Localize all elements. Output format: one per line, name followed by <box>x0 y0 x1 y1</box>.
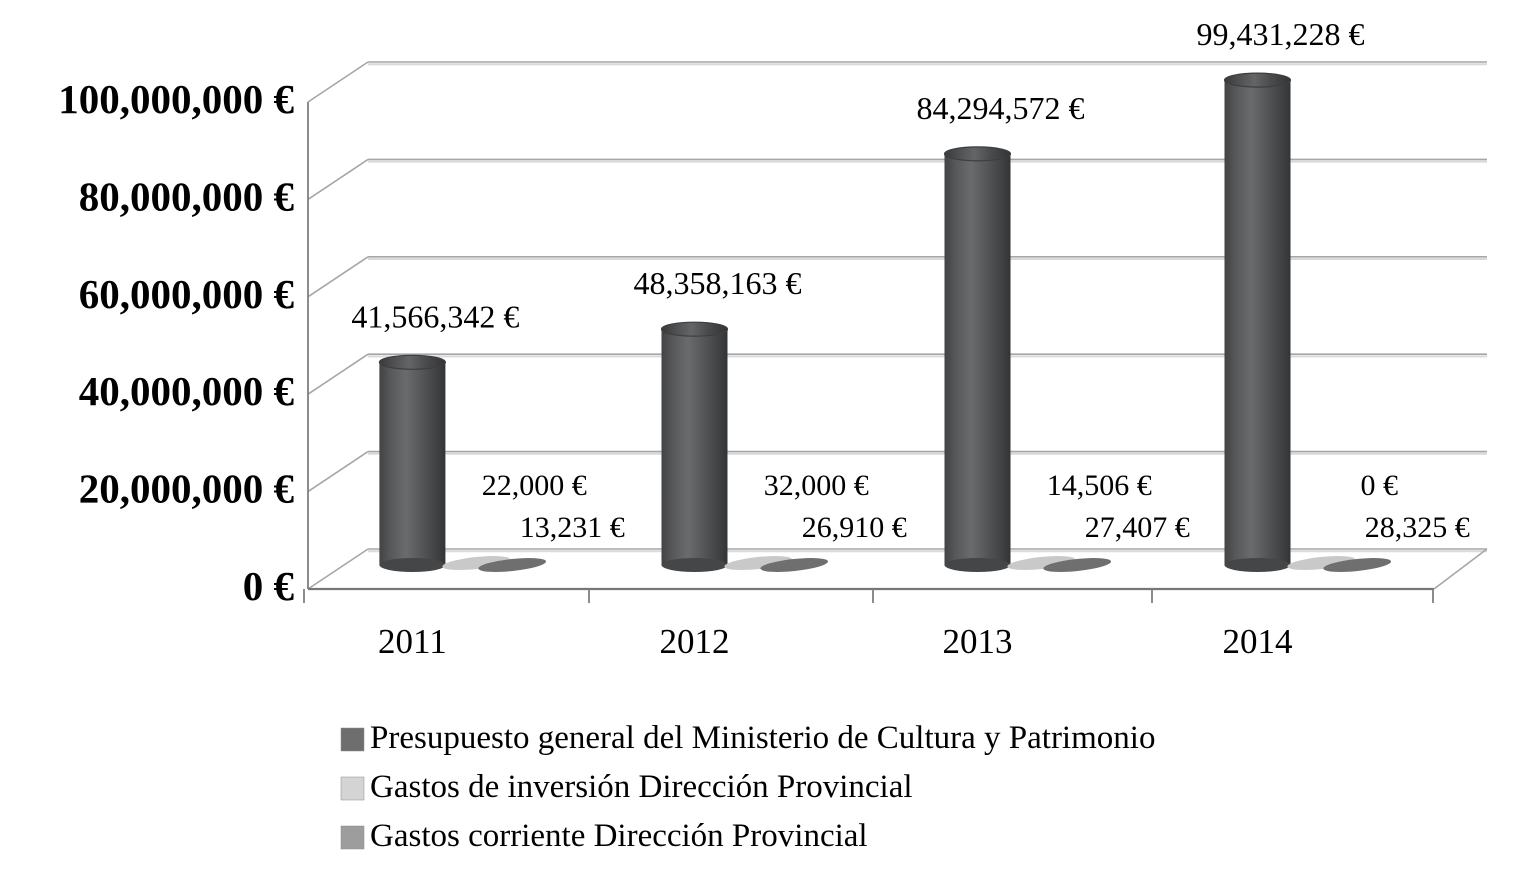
svg-text:32,000 €: 32,000 € <box>764 469 869 502</box>
svg-text:48,358,163 €: 48,358,163 € <box>634 265 802 301</box>
svg-text:2013: 2013 <box>943 622 1013 661</box>
svg-text:41,566,342 €: 41,566,342 € <box>351 298 519 334</box>
svg-text:Gastos corriente Dirección Pro: Gastos corriente Dirección Provincial <box>370 818 868 854</box>
svg-text:60,000,000 €: 60,000,000 € <box>79 271 295 317</box>
svg-text:0 €: 0 € <box>243 563 295 609</box>
svg-text:14,506 €: 14,506 € <box>1047 469 1152 502</box>
svg-text:20,000,000 €: 20,000,000 € <box>79 466 295 512</box>
svg-text:80,000,000 €: 80,000,000 € <box>79 173 295 219</box>
svg-text:2011: 2011 <box>378 622 447 661</box>
svg-text:27,407 €: 27,407 € <box>1085 511 1190 544</box>
svg-text:13,231 €: 13,231 € <box>520 511 625 544</box>
svg-text:Gastos de inversión Dirección: Gastos de inversión Dirección Provincial <box>370 769 913 805</box>
svg-text:22,000 €: 22,000 € <box>482 469 587 502</box>
svg-text:84,294,572 €: 84,294,572 € <box>917 90 1085 126</box>
svg-text:40,000,000 €: 40,000,000 € <box>79 368 295 414</box>
svg-text:99,431,228 €: 99,431,228 € <box>1197 16 1365 52</box>
svg-text:26,910 €: 26,910 € <box>802 511 907 544</box>
svg-text:Presupuesto general del Minist: Presupuesto general del Ministerio de Cu… <box>370 720 1155 756</box>
svg-text:28,325 €: 28,325 € <box>1365 511 1470 544</box>
svg-text:0 €: 0 € <box>1360 469 1398 502</box>
svg-text:100,000,000 €: 100,000,000 € <box>58 76 294 122</box>
svg-text:2014: 2014 <box>1223 622 1293 661</box>
svg-text:2012: 2012 <box>660 622 730 661</box>
